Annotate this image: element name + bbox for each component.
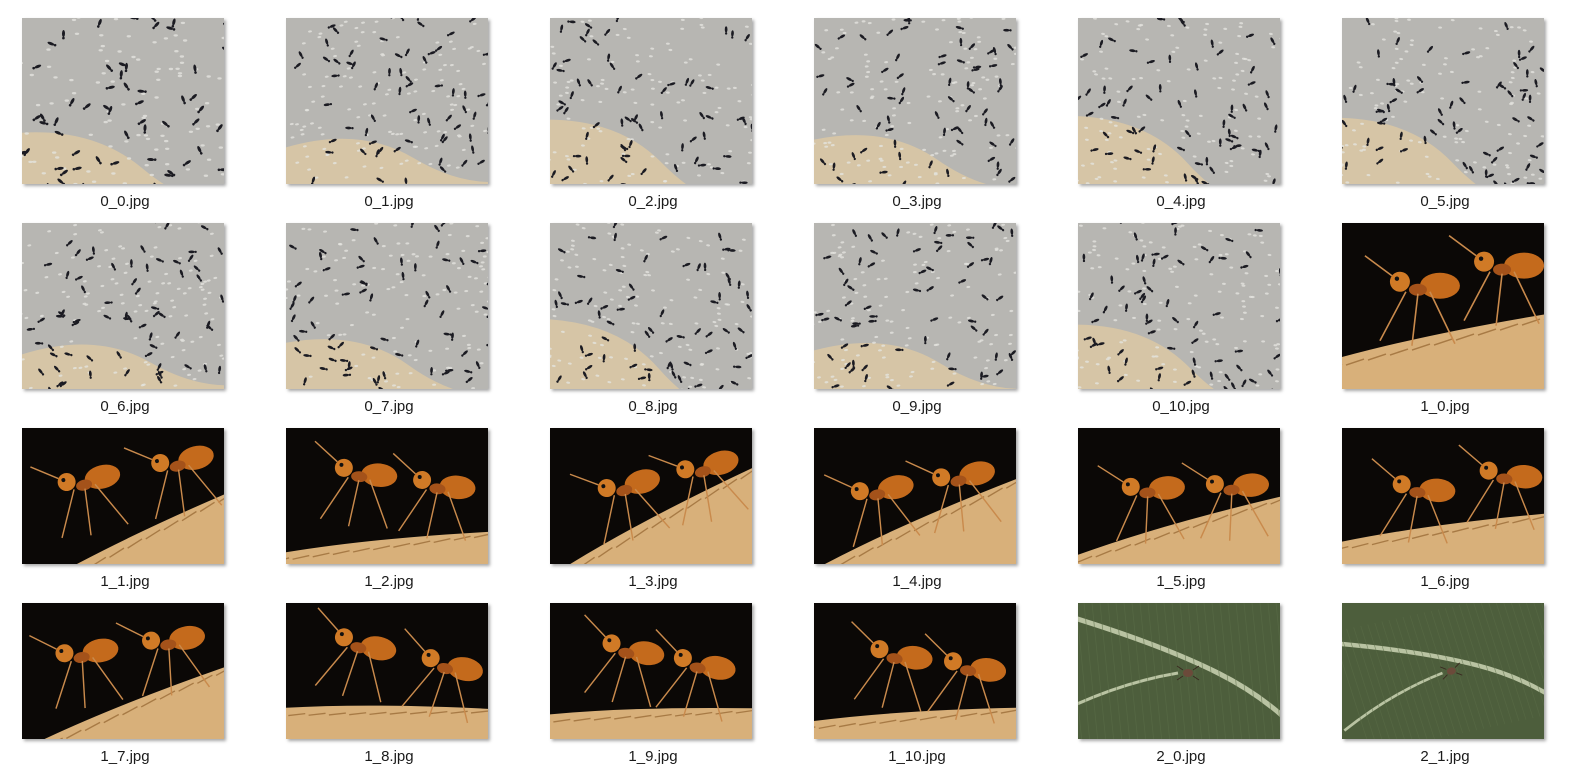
thumbnail-image	[286, 428, 488, 564]
thumbnail-image	[1342, 603, 1544, 739]
weaver-ant-macro-photo[interactable]	[814, 428, 1016, 564]
ants-on-rice-photo[interactable]	[1078, 223, 1280, 389]
file-name-label: 1_2.jpg	[364, 573, 414, 590]
ants-on-rice-photo[interactable]	[814, 18, 1016, 184]
weaver-ant-macro-photo[interactable]	[550, 603, 752, 739]
ants-on-rice-photo[interactable]	[814, 223, 1016, 389]
ants-on-rice-photo[interactable]	[550, 18, 752, 184]
thumbnail-image	[286, 18, 488, 184]
file-name-label: 0_6.jpg	[100, 398, 150, 415]
ants-on-rice-photo[interactable]	[550, 223, 752, 389]
ants-on-rice-photo[interactable]	[1078, 18, 1280, 184]
thumbnail-image	[1078, 603, 1280, 739]
file-name-label: 1_7.jpg	[100, 748, 150, 765]
leaf-with-ant-photo[interactable]	[1078, 603, 1280, 739]
file-name-label: 1_4.jpg	[892, 573, 942, 590]
thumbnail-image	[286, 603, 488, 739]
thumbnail-image	[814, 223, 1016, 389]
weaver-ant-macro-photo[interactable]	[1342, 223, 1544, 389]
file-name-label: 1_8.jpg	[364, 748, 414, 765]
file-name-label: 0_2.jpg	[628, 193, 678, 210]
weaver-ant-macro-photo[interactable]	[22, 603, 224, 739]
file-name-label: 0_3.jpg	[892, 193, 942, 210]
thumbnail-image	[22, 18, 224, 184]
file-name-label: 1_1.jpg	[100, 573, 150, 590]
file-name-label: 0_0.jpg	[100, 193, 150, 210]
weaver-ant-macro-photo[interactable]	[286, 603, 488, 739]
file-name-label: 1_0.jpg	[1420, 398, 1470, 415]
ants-on-rice-photo[interactable]	[22, 18, 224, 184]
file-name-label: 0_8.jpg	[628, 398, 678, 415]
thumbnail-image	[22, 223, 224, 389]
ants-on-rice-photo[interactable]	[286, 223, 488, 389]
weaver-ant-macro-photo[interactable]	[286, 428, 488, 564]
thumbnail-image	[1342, 223, 1544, 389]
thumbnail-image	[814, 428, 1016, 564]
thumbnail-image	[550, 603, 752, 739]
thumbnail-image	[1342, 428, 1544, 564]
weaver-ant-macro-photo[interactable]	[1342, 428, 1544, 564]
thumbnail-image	[1078, 18, 1280, 184]
file-name-label: 2_1.jpg	[1420, 748, 1470, 765]
thumbnail-image	[550, 18, 752, 184]
thumbnail-image	[550, 428, 752, 564]
weaver-ant-macro-photo[interactable]	[550, 428, 752, 564]
ants-on-rice-photo[interactable]	[1342, 18, 1544, 184]
file-name-label: 0_1.jpg	[364, 193, 414, 210]
thumbnail-image	[22, 428, 224, 564]
file-name-label: 0_7.jpg	[364, 398, 414, 415]
file-name-label: 1_6.jpg	[1420, 573, 1470, 590]
file-name-label: 0_5.jpg	[1420, 193, 1470, 210]
ants-on-rice-photo[interactable]	[286, 18, 488, 184]
thumbnail-image	[550, 223, 752, 389]
thumbnail-image	[286, 223, 488, 389]
file-name-label: 0_10.jpg	[1152, 398, 1210, 415]
thumbnail-image	[22, 603, 224, 739]
file-name-label: 1_5.jpg	[1156, 573, 1206, 590]
thumbnail-image	[1342, 18, 1544, 184]
file-name-label: 1_10.jpg	[888, 748, 946, 765]
thumbnail-image	[814, 18, 1016, 184]
thumbnail-image	[814, 603, 1016, 739]
thumbnail-image	[1078, 223, 1280, 389]
leaf-with-ant-photo[interactable]	[1342, 603, 1544, 739]
thumbnail-image	[1078, 428, 1280, 564]
weaver-ant-macro-photo[interactable]	[22, 428, 224, 564]
weaver-ant-macro-photo[interactable]	[1078, 428, 1280, 564]
file-name-label: 2_0.jpg	[1156, 748, 1206, 765]
file-name-label: 1_9.jpg	[628, 748, 678, 765]
file-name-label: 0_4.jpg	[1156, 193, 1206, 210]
file-name-label: 1_3.jpg	[628, 573, 678, 590]
file-name-label: 0_9.jpg	[892, 398, 942, 415]
weaver-ant-macro-photo[interactable]	[814, 603, 1016, 739]
ants-on-rice-photo[interactable]	[22, 223, 224, 389]
